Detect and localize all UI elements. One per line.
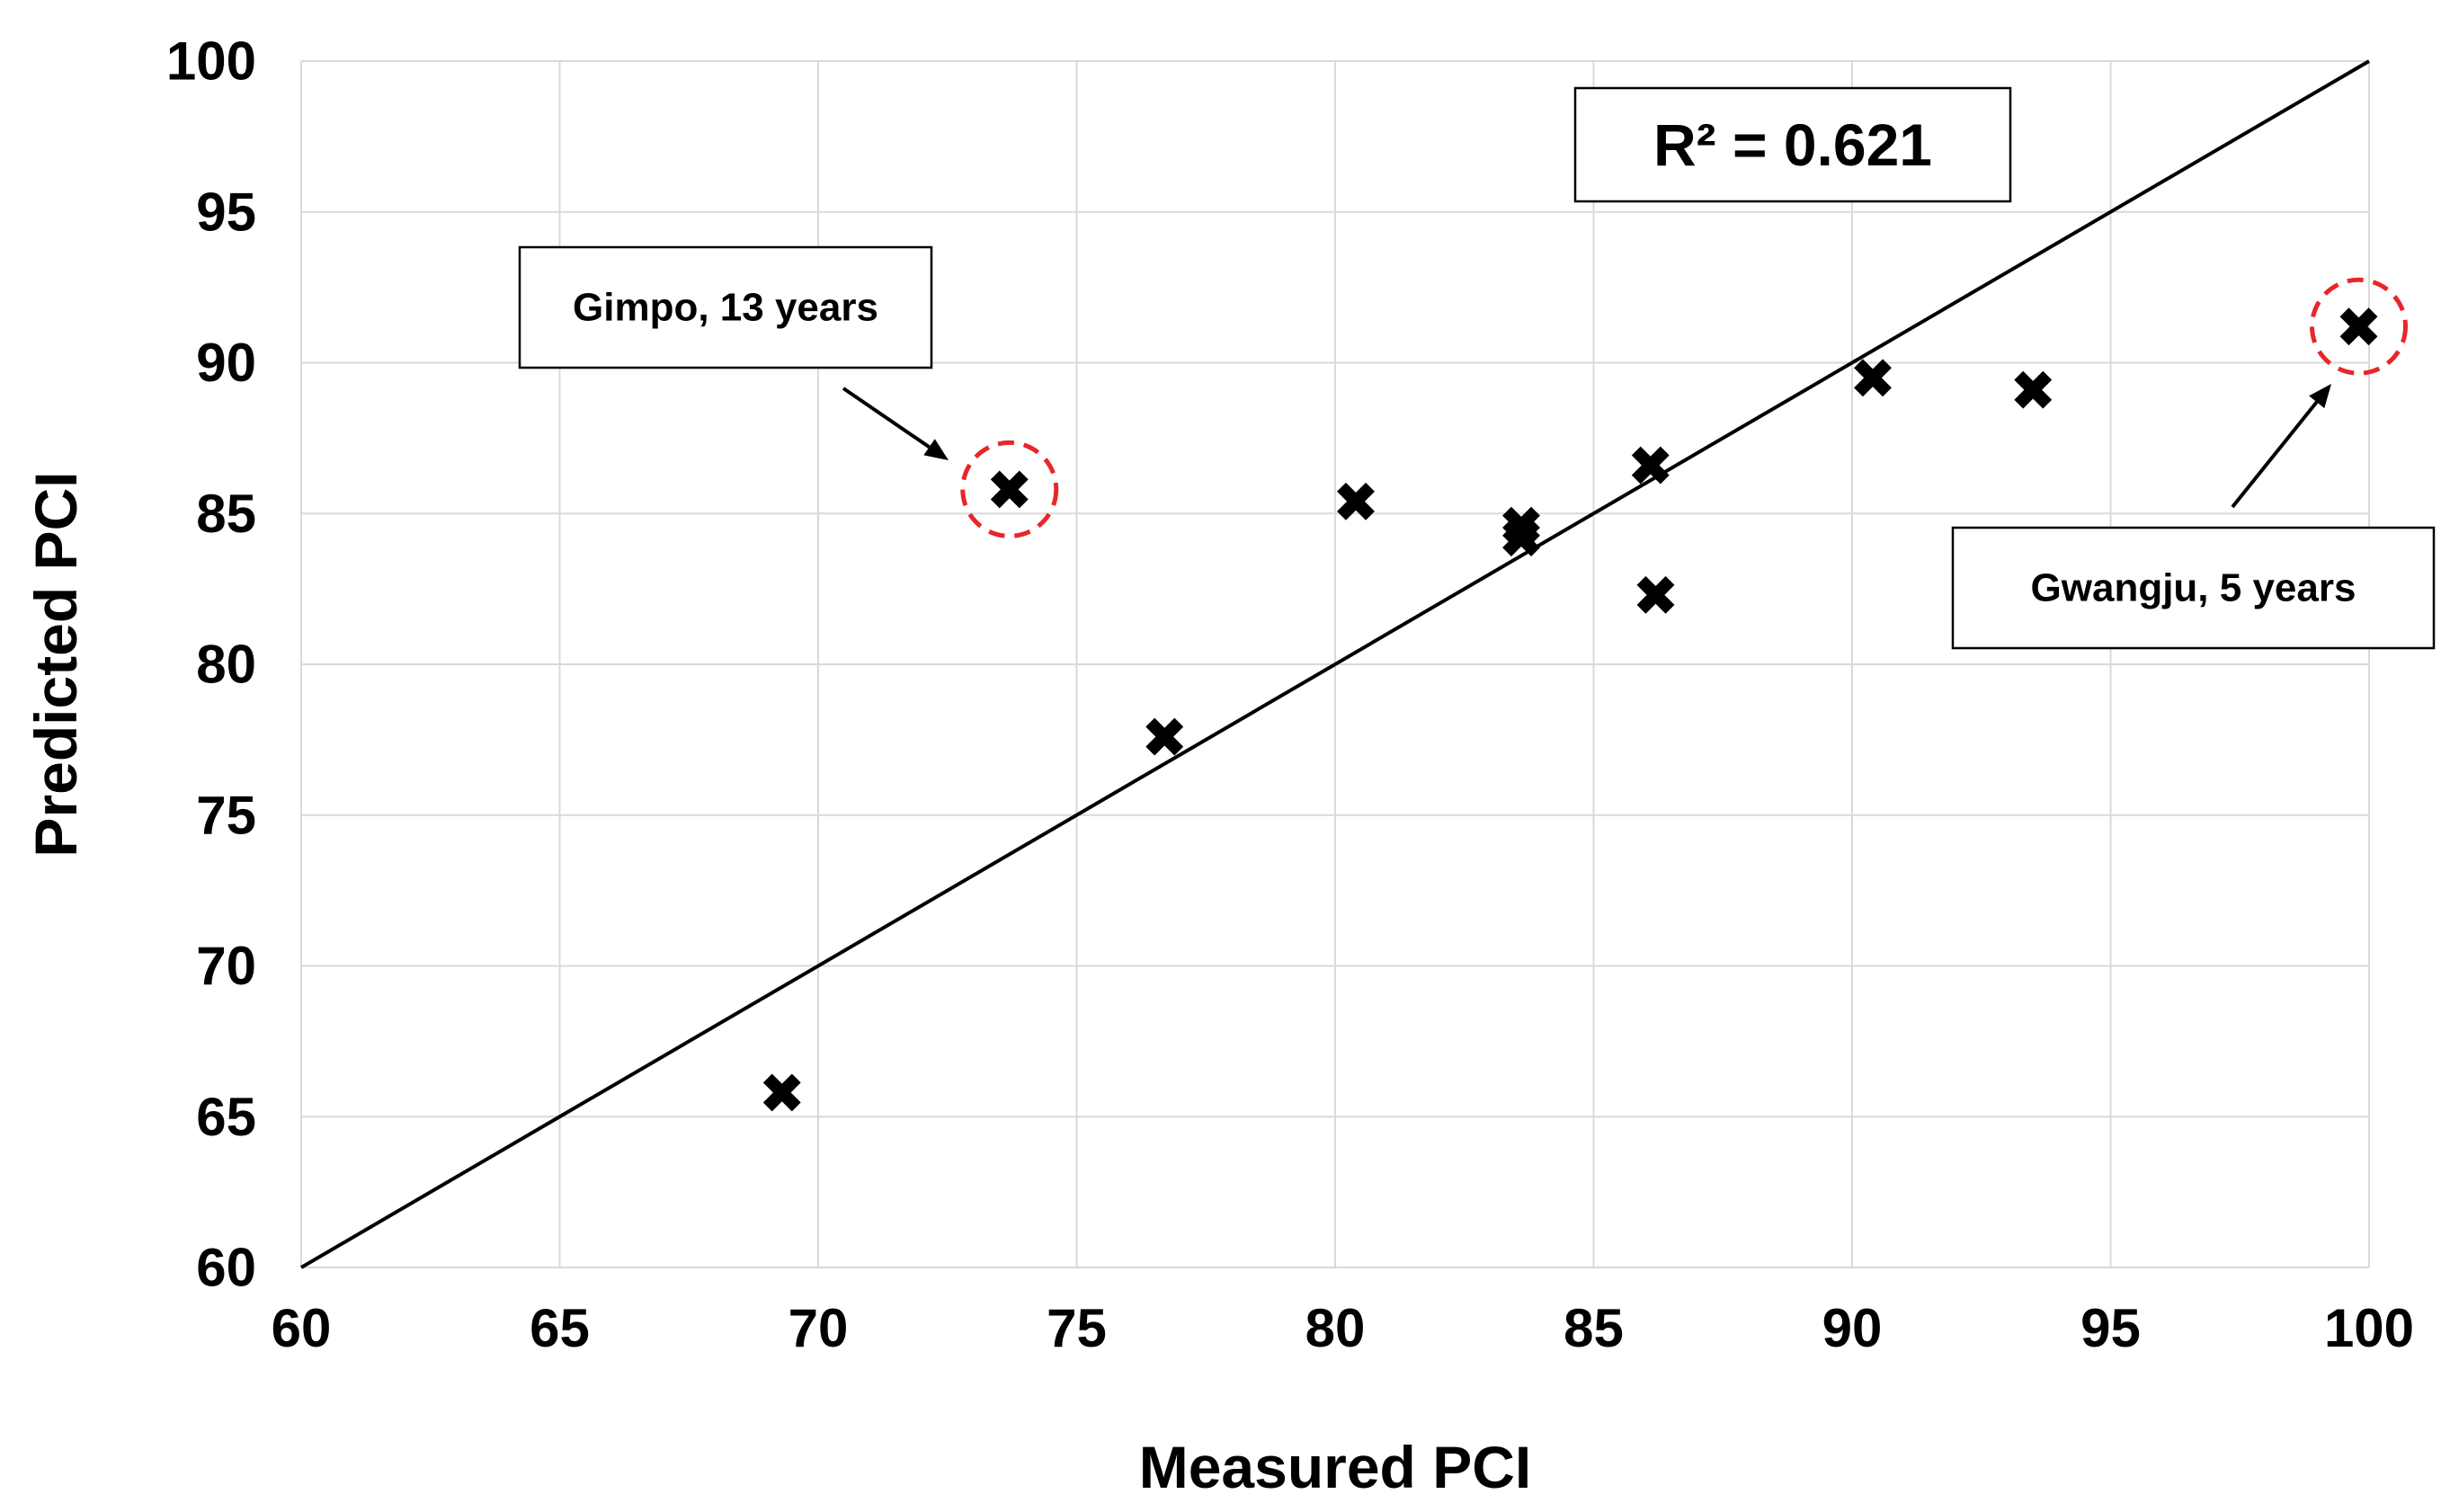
gimpo-arrowhead — [923, 439, 949, 460]
data-point-8 — [1854, 359, 1892, 397]
data-point-5 — [1502, 519, 1540, 557]
y-tick-label-2: 70 — [196, 936, 256, 996]
gwangju-label-box — [1951, 526, 2436, 650]
annotations: Gimpo, 13 years Gwangju, 5 years R² = 0.… — [518, 86, 2436, 650]
gimpo-highlight-circle — [960, 440, 1059, 538]
gwangju-label: Gwangju, 5 years — [2031, 566, 2356, 610]
gwangju-arrow — [2231, 401, 2319, 509]
gwangju-arrowhead — [2309, 384, 2331, 409]
x-tick-labels: 60 65 70 75 80 85 90 95 100 — [272, 1298, 2414, 1358]
x-axis-title: Measured PCI — [1139, 1434, 1531, 1500]
gimpo-label-box — [518, 245, 933, 369]
y-tick-label-7: 95 — [196, 182, 256, 242]
y-tick-label-0: 60 — [196, 1238, 256, 1298]
y-tick-labels: 60 65 70 75 80 85 90 95 100 — [166, 31, 256, 1298]
r-squared-box — [1573, 86, 2012, 203]
x-tick-label-7: 95 — [2080, 1298, 2141, 1358]
y-tick-label-5: 85 — [196, 484, 256, 544]
gimpo-label: Gimpo, 13 years — [573, 286, 878, 330]
y-tick-label-8: 100 — [166, 31, 256, 92]
data-point-0 — [762, 1073, 801, 1112]
y-tick-label-1: 65 — [196, 1087, 256, 1147]
r-squared-label: R² = 0.621 — [1653, 111, 1932, 178]
data-point-3 — [1337, 482, 1375, 520]
x-tick-label-1: 65 — [530, 1298, 590, 1358]
data-point-9 — [2014, 370, 2053, 409]
data-point-10 — [2339, 307, 2378, 346]
x-tick-label-2: 70 — [788, 1298, 849, 1358]
gwangju-highlight-circle — [2310, 277, 2408, 376]
x-tick-label-8: 100 — [2324, 1298, 2414, 1358]
x-tick-label-5: 85 — [1564, 1298, 1624, 1358]
x-tick-label-4: 80 — [1305, 1298, 1366, 1358]
y-axis-title: Predicted PCI — [22, 471, 89, 857]
data-point-2 — [1145, 717, 1184, 756]
x-tick-label-3: 75 — [1047, 1298, 1107, 1358]
reference-line-1to1 — [299, 59, 2371, 1269]
data-point-6 — [1631, 446, 1670, 485]
data-point-7 — [1636, 575, 1675, 614]
data-point-1 — [990, 470, 1029, 509]
gimpo-arrow — [842, 387, 931, 449]
x-tick-label-6: 90 — [1822, 1298, 1883, 1358]
y-tick-label-4: 80 — [196, 635, 256, 695]
data-points — [762, 307, 2378, 1112]
y-tick-label-6: 90 — [196, 333, 256, 393]
x-tick-label-0: 60 — [272, 1298, 332, 1358]
y-tick-label-3: 75 — [196, 785, 256, 845]
